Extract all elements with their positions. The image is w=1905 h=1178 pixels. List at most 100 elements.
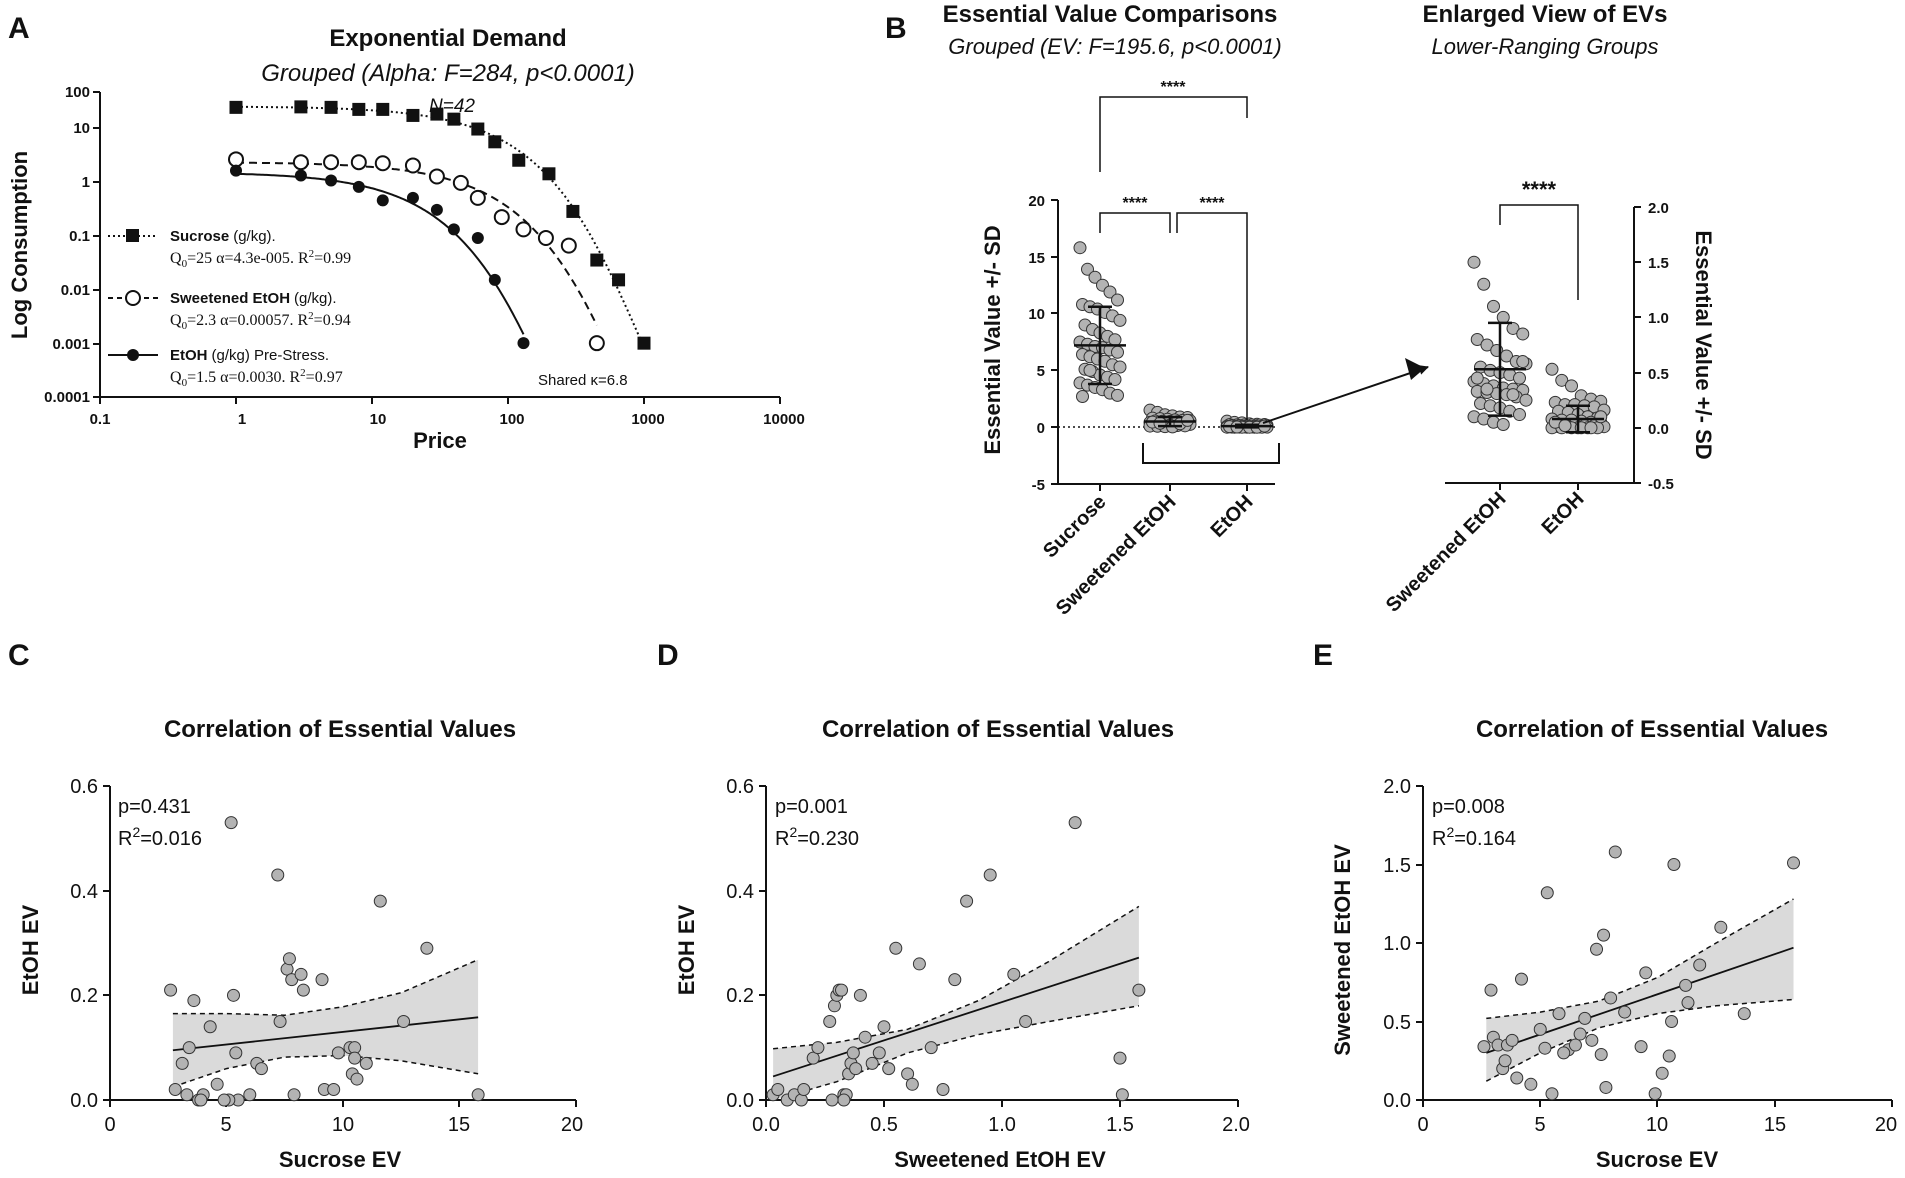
data-point	[849, 1062, 863, 1076]
significance-label: ****	[1161, 79, 1187, 96]
panel-e-ytick-label: 2.0	[1383, 776, 1411, 798]
panel-a-xtick-label: 1000	[631, 411, 664, 428]
panel-a-xtick-label: 100	[499, 411, 524, 428]
panel-a-xtick-label: 10	[370, 411, 387, 428]
data-point	[282, 952, 296, 966]
data-point	[835, 983, 849, 997]
data-point	[296, 983, 310, 997]
panel-e-r2: R2=0.164	[1432, 824, 1516, 850]
data-point	[797, 1083, 811, 1097]
panel-a-xlabel: Price	[413, 428, 467, 453]
panel-b2-ytick-label: 0.0	[1648, 421, 1669, 438]
data-point	[1470, 371, 1484, 385]
panel-a: A Exponential Demand Grouped (Alpha: F=2…	[7, 12, 805, 453]
data-point	[794, 1093, 808, 1107]
data-point	[175, 1056, 189, 1070]
data-point	[294, 967, 308, 981]
panel-d-ylabel: EtOH EV	[674, 904, 699, 995]
panel-a-xticks: 0.1 1 10 100 1000 10000	[90, 397, 805, 428]
data-point	[924, 1041, 938, 1055]
data-point	[350, 154, 367, 171]
data-point	[1655, 1066, 1669, 1080]
panel-c-xtick-label: 0	[104, 1114, 115, 1136]
data-point	[1524, 1077, 1538, 1091]
panel-d-xticks: 0.0 0.5 1.0 1.5 2.0	[752, 1100, 1250, 1136]
data-point	[1505, 1033, 1519, 1047]
panel-e-yticks: 2.0 1.5 1.0 0.5 0.0	[1383, 776, 1423, 1112]
panel-d-xtick-label: 1.0	[988, 1114, 1016, 1136]
panel-a-plot-area	[228, 100, 651, 352]
data-point	[230, 164, 242, 177]
data-point	[590, 253, 604, 267]
panel-b-ytick-label: 0	[1037, 420, 1045, 437]
panel-b-xticks	[1099, 484, 1248, 491]
panel-e-ylabel: Sweetened EtOH EV	[1330, 844, 1355, 1056]
panel-d-title: Correlation of Essential Values	[822, 716, 1174, 743]
panel-e-xtick-label: 5	[1534, 1114, 1545, 1136]
panel-e-xlabel: Sucrose EV	[1596, 1147, 1719, 1172]
panel-b-label: B	[885, 12, 907, 45]
panel-c-xticks: 0 5 10 15 20	[104, 1100, 583, 1136]
data-point	[164, 983, 178, 997]
panel-c-ytick-label: 0.2	[70, 985, 98, 1007]
panel-a-yticks: 100 10 1 0.1 0.01 0.001 0.0001	[44, 84, 100, 406]
legend-unit: (g/kg) Pre-Stress.	[212, 347, 330, 364]
panel-b-category-label: EtOH	[1207, 491, 1258, 542]
panel-d-r2: R2=0.230	[775, 824, 859, 850]
data-point	[469, 189, 486, 206]
panel-b2-plot-area	[1467, 255, 1611, 435]
data-point	[983, 868, 997, 882]
panel-d-xtick-label: 2.0	[1222, 1114, 1250, 1136]
ci-lower-line	[172, 1054, 479, 1088]
panel-c: C Correlation of Essential Values 0.6 0.…	[8, 639, 583, 1172]
panel-b-category-label: Sucrose	[1039, 491, 1110, 562]
data-point	[376, 102, 390, 116]
data-point	[1510, 1071, 1524, 1085]
data-point	[1513, 371, 1526, 385]
data-point	[359, 1056, 373, 1070]
data-point	[1480, 338, 1494, 352]
data-point	[271, 868, 285, 882]
data-point	[254, 1062, 268, 1076]
data-point	[912, 957, 926, 971]
data-point	[1513, 408, 1526, 422]
panel-c-plot-area	[164, 816, 485, 1107]
panel-d-ytick-label: 0.0	[726, 1090, 754, 1112]
data-point	[1584, 421, 1598, 435]
ci-upper-line	[773, 905, 1140, 1050]
svg-text:EtOH(g/kg) Pre-Stress.: EtOH (g/kg) Pre-Stress.	[170, 347, 329, 364]
data-point	[348, 1051, 362, 1065]
data-point	[1662, 1049, 1676, 1063]
data-point	[217, 1093, 231, 1107]
data-point	[960, 894, 974, 908]
data-point	[1111, 345, 1124, 359]
panel-b: B Essential Value Comparisons Grouped (E…	[885, 1, 1716, 620]
panel-b-title: Essential Value Comparisons	[943, 1, 1278, 28]
panel-d-plot-area	[766, 816, 1146, 1107]
data-point	[406, 108, 420, 122]
data-point	[1487, 299, 1500, 313]
svg-text:Sucrose(g/kg).: Sucrose (g/kg).	[170, 228, 276, 245]
legend-marker-filled-square	[126, 229, 139, 242]
data-point	[287, 1088, 301, 1102]
data-point	[825, 1093, 839, 1107]
zoom-arrow-head	[1405, 358, 1425, 380]
data-point	[515, 221, 532, 238]
panel-c-ylabel: EtOH EV	[18, 904, 43, 995]
panel-b2-category-label: Sweetened EtOH	[1382, 488, 1511, 617]
panel-c-ytick-label: 0.4	[70, 881, 98, 903]
panel-a-xtick-label: 1	[238, 411, 246, 428]
data-point	[1113, 313, 1127, 327]
data-point	[948, 973, 962, 987]
panel-a-ylabel: Log Consumption	[7, 151, 32, 339]
panel-c-p-value: p=0.431	[118, 796, 191, 818]
data-point	[243, 1088, 257, 1102]
panel-e-xtick-label: 15	[1764, 1114, 1786, 1136]
data-point	[865, 1056, 879, 1070]
regression-line	[172, 1016, 479, 1052]
data-point	[224, 816, 238, 830]
panel-b-ytick-label: 10	[1028, 306, 1045, 323]
panel-c-label: C	[8, 639, 30, 672]
regression-line	[772, 956, 1140, 1078]
legend-params-etoh: Q0=1.5 α=0.0030. R2=0.97	[170, 367, 343, 389]
